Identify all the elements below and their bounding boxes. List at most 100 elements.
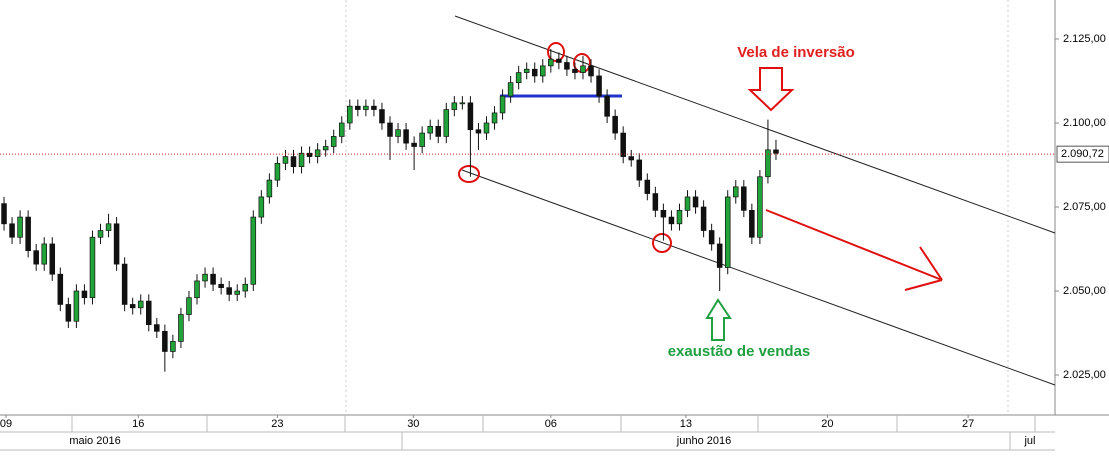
candle-body <box>9 223 15 238</box>
candle-body <box>338 122 345 137</box>
candle-body <box>620 132 626 157</box>
candle-body <box>202 273 208 282</box>
y-tick-label: 2.025,00 <box>1063 369 1106 381</box>
month-label: junho 2016 <box>676 435 731 447</box>
candle-body <box>242 283 249 292</box>
candle-body <box>266 179 273 198</box>
candle-body <box>154 324 160 332</box>
candle-body <box>371 105 377 110</box>
y-tick-label: 2.050,00 <box>1063 285 1106 297</box>
candle-body <box>298 152 305 168</box>
x-tick-label: 06 <box>545 418 557 430</box>
candle-body <box>186 297 192 315</box>
y-tick-label: 2.075,00 <box>1063 201 1106 213</box>
x-tick-label: 09 <box>0 418 12 430</box>
candle-body <box>564 62 570 70</box>
candle-body <box>105 223 112 231</box>
annotation: Vela de inversão <box>737 44 855 61</box>
candle-body <box>588 65 594 77</box>
up-arrow <box>705 298 732 341</box>
candle-body <box>612 115 618 134</box>
x-tick-label: 13 <box>680 418 692 430</box>
last-price-box <box>1056 145 1109 163</box>
candle-body <box>49 243 56 275</box>
candle-body <box>226 287 232 295</box>
candle-body <box>507 82 514 97</box>
candle-body <box>306 152 313 157</box>
annotation: exaustão de vendas <box>668 343 811 360</box>
candle-body <box>41 243 47 265</box>
candle-body <box>540 65 546 77</box>
candle-body <box>580 65 586 73</box>
candle-body <box>234 290 240 295</box>
candle-body <box>741 186 747 211</box>
candle-body <box>250 216 257 285</box>
candle-body <box>178 314 184 342</box>
candle-body <box>773 149 779 154</box>
candle-body <box>347 105 353 124</box>
candle-body <box>733 186 739 198</box>
candle-body <box>113 223 120 265</box>
channel-upper <box>454 15 1056 234</box>
candle-body <box>145 300 152 325</box>
candle-body <box>121 263 128 305</box>
candle-body <box>274 162 281 181</box>
candle-body <box>765 149 771 178</box>
candle-body <box>129 304 136 309</box>
candle-body <box>194 280 200 299</box>
candle-body <box>708 230 715 245</box>
candle-body <box>660 210 667 218</box>
plot: 2.025,00 2.050,00 2.075,00 2.100,00 2.125,00… <box>0 33 1109 430</box>
x-tick-label: 30 <box>407 418 419 430</box>
candle-body <box>33 250 39 265</box>
candle-body <box>596 75 602 97</box>
candle-body <box>676 210 683 225</box>
x-tick-label: 16 <box>132 418 144 430</box>
candle-body <box>210 273 216 285</box>
candle-body <box>700 206 707 231</box>
candle-body <box>628 156 634 161</box>
candle-body <box>314 149 321 157</box>
candle-body <box>411 142 417 147</box>
candle-body <box>636 159 643 181</box>
candle-body <box>73 290 80 322</box>
month-label: jul <box>1023 435 1035 447</box>
candle-body <box>556 58 562 63</box>
candle-body <box>355 105 361 110</box>
x-tick-label: 23 <box>271 418 283 430</box>
candle-body <box>724 196 731 268</box>
candle-body <box>668 216 675 225</box>
candle-body <box>81 290 88 299</box>
candle-body <box>451 102 458 110</box>
candle-body <box>363 105 369 110</box>
candle-body <box>379 109 385 124</box>
candle-body <box>290 156 297 168</box>
candle-body <box>427 125 433 134</box>
month-label: maio 2016 <box>69 435 120 447</box>
candle-body <box>483 122 490 134</box>
candle-body <box>17 216 23 238</box>
down-arrow <box>747 67 795 112</box>
candle-body <box>499 95 506 114</box>
y-tick-label: 2.125,00 <box>1063 33 1106 45</box>
last-price-label: 2.090,72 <box>1061 148 1104 160</box>
candle-body <box>443 109 450 137</box>
candle-body <box>89 236 96 299</box>
y-tick-label: 2.100,00 <box>1063 117 1106 129</box>
candle-body <box>403 129 409 144</box>
candle-body <box>387 122 393 137</box>
candle-body <box>218 283 224 288</box>
candle-body <box>467 102 474 131</box>
candle-body <box>531 68 538 77</box>
candle-body <box>523 68 530 73</box>
candle-body <box>435 125 442 137</box>
candle-body <box>644 179 651 194</box>
candle-body <box>162 330 168 352</box>
candle-body <box>684 196 691 211</box>
candle-body <box>475 129 482 134</box>
candle-body <box>419 132 425 147</box>
candle-body <box>459 102 466 105</box>
candle-body <box>57 273 64 305</box>
candle-body <box>1 203 7 225</box>
